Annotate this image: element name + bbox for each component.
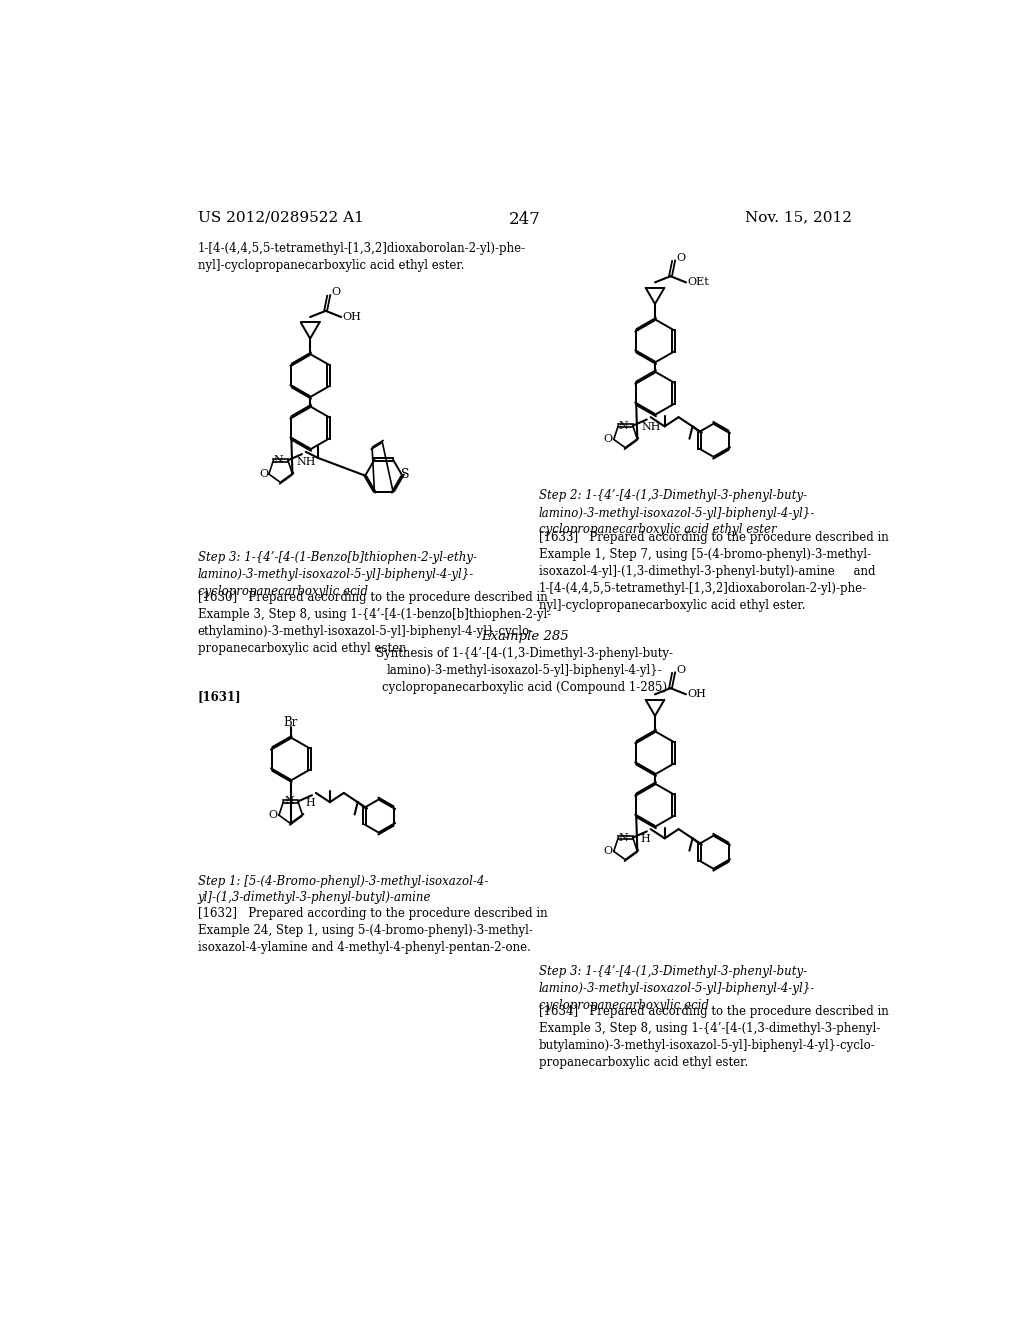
Text: [1631]: [1631] <box>198 689 242 702</box>
Text: N: N <box>618 833 629 842</box>
Text: US 2012/0289522 A1: US 2012/0289522 A1 <box>198 211 364 224</box>
Text: Nov. 15, 2012: Nov. 15, 2012 <box>744 211 852 224</box>
Text: O: O <box>332 288 341 297</box>
Text: N: N <box>274 455 284 465</box>
Text: OH: OH <box>343 312 361 322</box>
Text: 247: 247 <box>509 211 541 228</box>
Text: O: O <box>259 469 268 479</box>
Text: Example 285: Example 285 <box>481 630 568 643</box>
Text: O: O <box>268 810 278 820</box>
Text: OH: OH <box>687 689 707 700</box>
Text: O: O <box>677 252 686 263</box>
Text: O: O <box>677 665 686 675</box>
Text: [1634]   Prepared according to the procedure described in
Example 3, Step 8, usi: [1634] Prepared according to the procedu… <box>539 1006 889 1069</box>
Text: H: H <box>641 834 650 843</box>
Text: [1633]   Prepared according to the procedure described in
Example 1, Step 7, usi: [1633] Prepared according to the procedu… <box>539 531 889 612</box>
Text: Step 3: 1-{4’-[4-(1,3-Dimethyl-3-phenyl-buty-
lamino)-3-methyl-isoxazol-5-yl]-bi: Step 3: 1-{4’-[4-(1,3-Dimethyl-3-phenyl-… <box>539 965 815 1012</box>
Text: N: N <box>618 421 629 430</box>
Text: [1630]   Prepared according to the procedure described in
Example 3, Step 8, usi: [1630] Prepared according to the procedu… <box>198 591 551 655</box>
Text: Step 1: [5-(4-Bromo-phenyl)-3-methyl-isoxazol-4-
yl]-(1,3-dimethyl-3-phenyl-buty: Step 1: [5-(4-Bromo-phenyl)-3-methyl-iso… <box>198 875 488 904</box>
Text: O: O <box>604 434 613 445</box>
Text: H: H <box>306 797 315 808</box>
Text: NH: NH <box>641 422 660 432</box>
Text: S: S <box>401 467 410 480</box>
Text: Synthesis of 1-{4’-[4-(1,3-Dimethyl-3-phenyl-buty-
lamino)-3-methyl-isoxazol-5-y: Synthesis of 1-{4’-[4-(1,3-Dimethyl-3-ph… <box>376 647 674 693</box>
Text: NH: NH <box>297 457 316 467</box>
Text: [1632]   Prepared according to the procedure described in
Example 24, Step 1, us: [1632] Prepared according to the procedu… <box>198 907 548 954</box>
Text: Step 2: 1-{4’-[4-(1,3-Dimethyl-3-phenyl-buty-
lamino)-3-methyl-isoxazol-5-yl]-bi: Step 2: 1-{4’-[4-(1,3-Dimethyl-3-phenyl-… <box>539 490 815 536</box>
Text: OEt: OEt <box>687 277 710 288</box>
Text: Step 3: 1-{4’-[4-(1-Benzo[b]thiophen-2-yl-ethy-
lamino)-3-methyl-isoxazol-5-yl]-: Step 3: 1-{4’-[4-(1-Benzo[b]thiophen-2-y… <box>198 552 477 598</box>
Text: O: O <box>604 846 613 857</box>
Text: 1-[4-(4,4,5,5-tetramethyl-[1,3,2]dioxaborolan-2-yl)-phe-
nyl]-cyclopropanecarbox: 1-[4-(4,4,5,5-tetramethyl-[1,3,2]dioxabo… <box>198 242 526 272</box>
Text: N: N <box>285 796 295 807</box>
Text: Br: Br <box>284 715 298 729</box>
